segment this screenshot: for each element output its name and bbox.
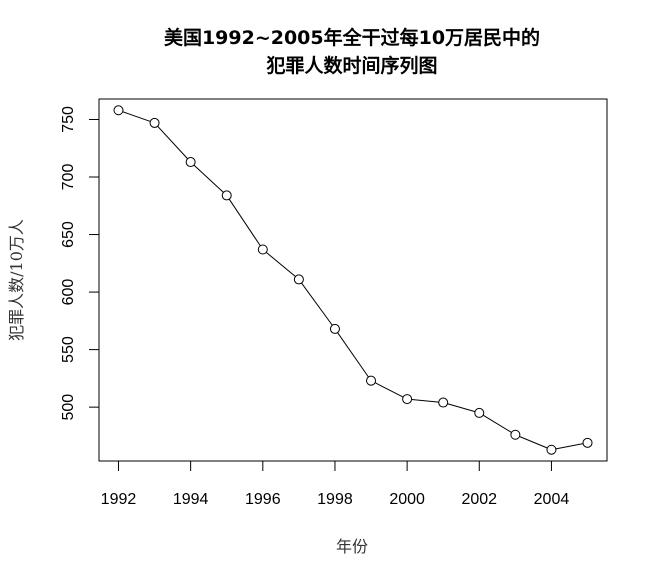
- series-line-segment: [265, 251, 296, 277]
- x-tick-label: 1998: [317, 491, 353, 508]
- data-point: [582, 437, 593, 448]
- x-tick-label: 1994: [173, 491, 209, 508]
- series-line-segment: [301, 282, 333, 326]
- y-tick-label: 500: [60, 394, 77, 421]
- data-point: [257, 244, 268, 255]
- data-point: [329, 323, 340, 334]
- data-point: [366, 375, 377, 386]
- data-point: [293, 274, 304, 285]
- y-tick-label: 650: [60, 221, 77, 248]
- series-line-segment: [519, 436, 548, 449]
- series-line-segment: [122, 111, 151, 122]
- x-axis-title: 年份: [336, 537, 368, 556]
- x-tick-label: 2002: [461, 491, 497, 508]
- series-line-segment: [374, 382, 404, 398]
- x-tick-label: 2004: [534, 491, 570, 508]
- data-point: [221, 190, 232, 201]
- plot-frame: [98, 98, 608, 462]
- x-axis: 1992 1994 1996 1998 2000 2002 2004: [101, 460, 570, 508]
- series-line-segment: [337, 332, 369, 378]
- series-line-segment: [555, 443, 584, 450]
- data-point: [474, 407, 485, 418]
- x-tick-label: 1996: [245, 491, 281, 508]
- series-line-segment: [193, 164, 224, 193]
- series-line-segment: [411, 399, 439, 403]
- data-point: [402, 394, 413, 405]
- y-tick-label: 600: [60, 279, 77, 306]
- data-series: [113, 105, 593, 455]
- series-line-segment: [228, 198, 261, 247]
- series-line-segment: [447, 403, 476, 413]
- y-tick-label: 550: [60, 336, 77, 363]
- data-point: [185, 157, 196, 168]
- y-axis: 500 550 600 650 700 750: [60, 106, 100, 421]
- series-line-segment: [157, 125, 188, 160]
- series-line-segment: [482, 414, 512, 433]
- chart-title-line-1: 美国1992~2005年全干过每10万居民中的: [164, 26, 540, 49]
- y-tick-label: 700: [60, 164, 77, 191]
- data-point: [510, 429, 521, 440]
- x-tick-label: 2000: [389, 491, 425, 508]
- y-tick-label: 750: [60, 106, 77, 133]
- x-tick-label: 1992: [101, 491, 137, 508]
- data-point: [438, 397, 449, 408]
- chart-title: 美国1992~2005年全干过每10万居民中的 犯罪人数时间序列图: [164, 26, 540, 77]
- data-point: [149, 117, 160, 128]
- chart-title-line-2: 犯罪人数时间序列图: [265, 54, 437, 77]
- data-point: [546, 444, 557, 455]
- y-axis-title: 犯罪人数/10万人: [7, 219, 26, 341]
- data-point: [113, 105, 124, 116]
